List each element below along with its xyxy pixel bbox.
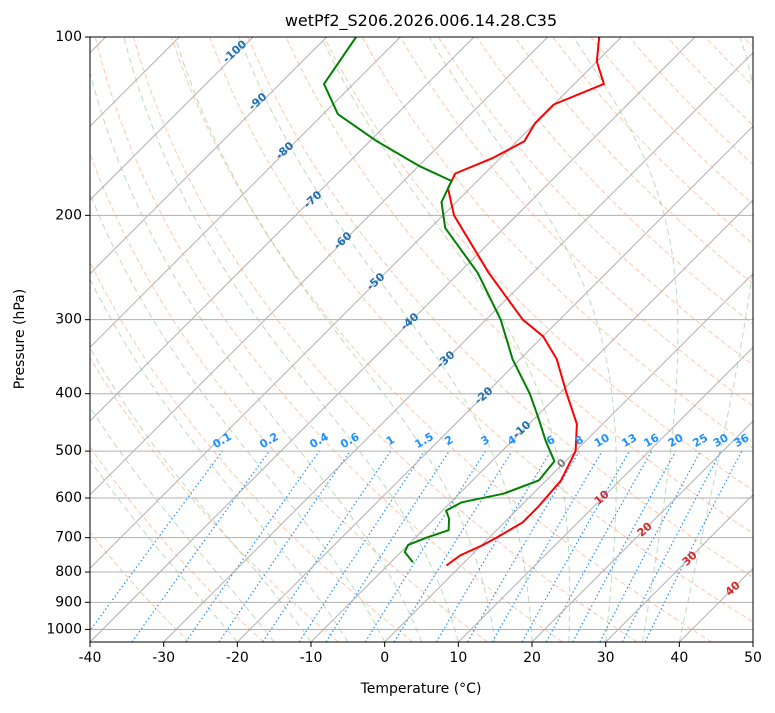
y-tick-label: 900: [55, 594, 82, 610]
y-tick-label: 600: [55, 490, 82, 506]
y-tick-label: 100: [55, 29, 82, 45]
x-tick-label: 10: [449, 650, 467, 666]
x-tick-label: -10: [300, 650, 323, 666]
y-tick-label: 800: [55, 564, 82, 580]
y-tick-label: 700: [55, 530, 82, 546]
x-axis-label: Temperature (°C): [360, 681, 482, 697]
x-tick-label: -20: [226, 650, 249, 666]
x-tick-label: -40: [79, 650, 102, 666]
x-tick-label: 50: [744, 650, 762, 666]
y-tick-label: 1000: [46, 621, 82, 637]
chart-title: wetPf2_S206.2026.006.14.28.C35: [285, 11, 557, 31]
y-tick-label: 200: [55, 207, 82, 223]
y-tick-label: 500: [55, 443, 82, 459]
x-tick-label: 40: [670, 650, 688, 666]
y-tick-label: 400: [55, 386, 82, 402]
x-tick-label: -30: [152, 650, 175, 666]
y-axis-label: Pressure (hPa): [12, 289, 28, 389]
x-tick-label: 0: [380, 650, 389, 666]
x-tick-label: 30: [597, 650, 615, 666]
x-tick-label: 20: [523, 650, 541, 666]
y-tick-label: 300: [55, 312, 82, 328]
